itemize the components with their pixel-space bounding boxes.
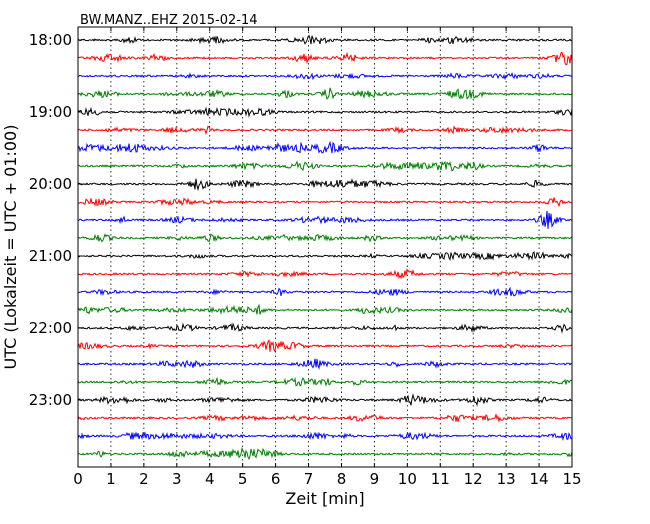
trace-1845 xyxy=(77,87,573,100)
x-tick-label: 2 xyxy=(139,470,149,488)
plot-frame xyxy=(77,26,573,468)
y-tick-label: 19:00 xyxy=(29,103,72,121)
y-tick-label: 22:00 xyxy=(29,319,72,337)
trace-1915 xyxy=(77,125,573,136)
trace-1945 xyxy=(77,160,573,172)
trace-2300 xyxy=(77,393,573,407)
x-tick-label: 0 xyxy=(73,470,83,488)
trace-1815 xyxy=(77,51,573,66)
y-tick-label: 18:00 xyxy=(29,31,72,49)
x-tick-label: 7 xyxy=(304,470,314,488)
y-tick-label: 23:00 xyxy=(29,391,72,409)
x-tick-label: 14 xyxy=(530,470,549,488)
x-axis-label: Zeit [min] xyxy=(285,489,364,508)
trace-2200 xyxy=(77,322,573,334)
trace-2245 xyxy=(77,376,573,387)
x-tick-label: 12 xyxy=(464,470,483,488)
trace-2215 xyxy=(77,339,573,353)
trace-1800 xyxy=(77,34,573,45)
trace-2045 xyxy=(77,233,573,243)
x-tick-label: 9 xyxy=(370,470,380,488)
x-tick-label: 5 xyxy=(238,470,248,488)
x-tick-label: 10 xyxy=(398,470,417,488)
grid-layer xyxy=(110,27,540,467)
trace-2345 xyxy=(77,446,573,461)
y-tick-label: 21:00 xyxy=(29,247,72,265)
x-tick-label: 15 xyxy=(562,470,581,488)
x-tick-label: 13 xyxy=(497,470,516,488)
x-tick-label: 4 xyxy=(205,470,215,488)
trace-2130 xyxy=(77,286,573,297)
trace-2330 xyxy=(77,431,573,442)
x-tick-label: 3 xyxy=(172,470,182,488)
trace-1930 xyxy=(77,140,573,154)
trace-1900 xyxy=(77,106,573,118)
chart-title: BW.MANZ..EHZ 2015-02-14 xyxy=(80,13,258,28)
x-tick-label: 6 xyxy=(271,470,281,488)
x-tick-label: 1 xyxy=(106,470,116,488)
trace-2000 xyxy=(77,178,573,192)
tick-layer: 0 1 2 3 4 5 6 7 8 9 10 11 12 13 14 1518:0019:0020:0021:… xyxy=(29,27,582,488)
trace-2100 xyxy=(77,250,573,262)
trace-2015 xyxy=(77,197,573,208)
trace-layer xyxy=(77,34,573,461)
trace-1830 xyxy=(77,71,573,81)
trace-2115 xyxy=(77,268,573,280)
x-tick-label: 8 xyxy=(337,470,347,488)
trace-2030 xyxy=(77,210,573,229)
y-axis-label: UTC (Lokalzeit = UTC + 01:00) xyxy=(1,125,20,370)
y-tick-label: 20:00 xyxy=(29,175,72,193)
trace-2315 xyxy=(77,413,573,423)
x-tick-label: 11 xyxy=(431,470,450,488)
trace-2230 xyxy=(77,358,573,370)
trace-2145 xyxy=(77,303,573,316)
